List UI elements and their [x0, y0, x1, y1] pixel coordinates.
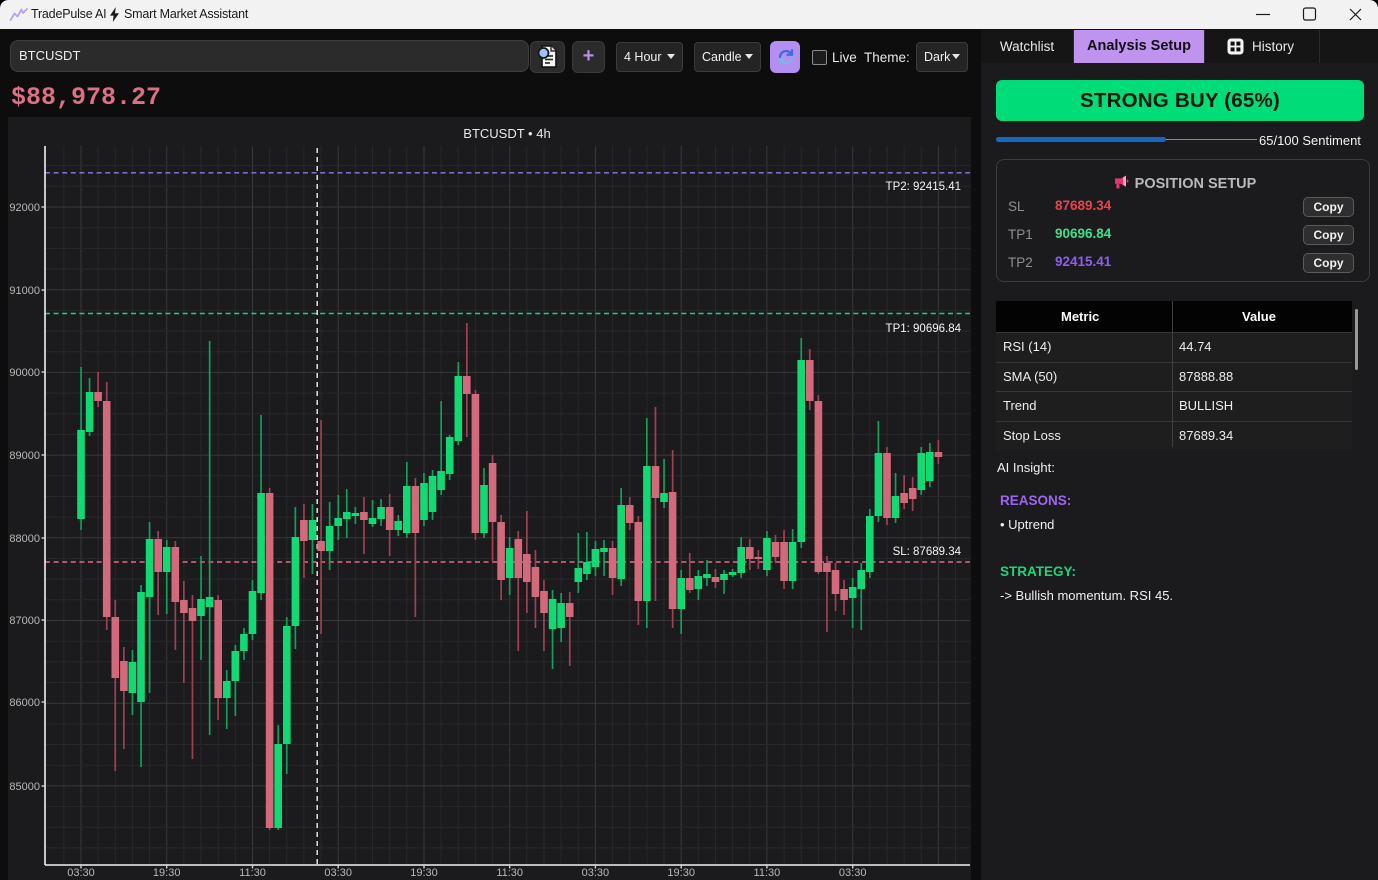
svg-text:91000: 91000	[9, 285, 40, 297]
svg-text:BTCUSDT • 4h: BTCUSDT • 4h	[463, 126, 550, 141]
svg-text:TP1: 90696.84: TP1: 90696.84	[886, 323, 962, 335]
svg-text:03:30: 03:30	[582, 867, 610, 879]
svg-text:11:30: 11:30	[754, 867, 781, 879]
svg-text:11:30: 11:30	[496, 867, 523, 879]
svg-text:87000: 87000	[9, 615, 40, 627]
svg-text:86000: 86000	[9, 697, 40, 709]
svg-text:92000: 92000	[9, 202, 40, 214]
svg-text:88000: 88000	[9, 533, 40, 545]
svg-text:TP2: 92415.41: TP2: 92415.41	[886, 181, 961, 193]
svg-text:03:30: 03:30	[67, 867, 95, 879]
svg-text:11:30: 11:30	[239, 867, 266, 879]
svg-text:85000: 85000	[9, 781, 40, 793]
svg-text:90000: 90000	[9, 367, 40, 379]
svg-text:19:30: 19:30	[667, 867, 695, 879]
svg-text:03:30: 03:30	[839, 867, 867, 879]
svg-text:89000: 89000	[9, 450, 40, 462]
svg-text:19:30: 19:30	[153, 867, 181, 879]
svg-text:03:30: 03:30	[324, 867, 352, 879]
svg-text:19:30: 19:30	[410, 867, 438, 879]
svg-text:SL: 87689.34: SL: 87689.34	[893, 546, 962, 558]
